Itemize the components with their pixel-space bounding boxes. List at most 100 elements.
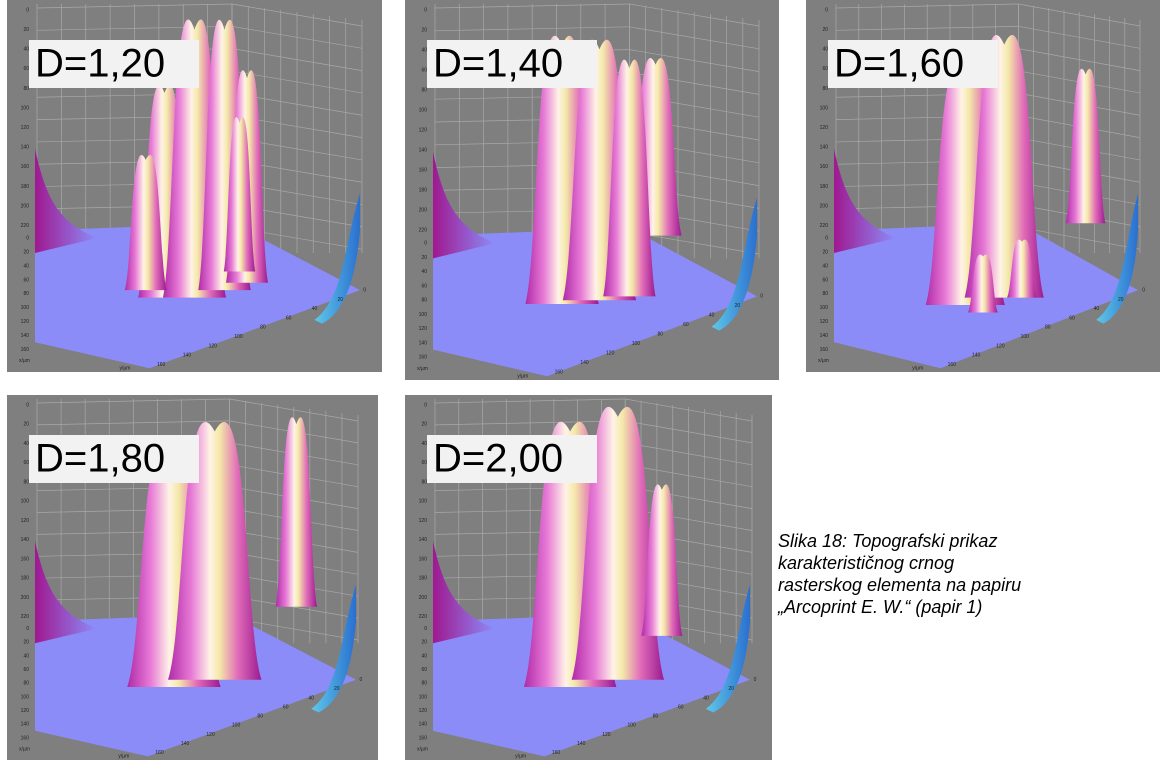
x-axis-label: x/µm: [818, 358, 829, 364]
z-tick-label: 180: [21, 184, 30, 190]
x-tick-label: 100: [419, 694, 428, 700]
x-axis-label: x/µm: [19, 358, 30, 364]
z-tick-label: 0: [26, 402, 29, 408]
y-tick-label: 80: [653, 714, 659, 720]
y-axis-label: y/µm: [517, 374, 528, 380]
y-tick-label: 120: [602, 732, 611, 738]
y-tick-label: 60: [678, 704, 684, 710]
z-tick-label: 20: [421, 27, 427, 33]
y-tick-label: 0: [754, 677, 757, 683]
x-tick-label: 40: [822, 263, 828, 269]
y-tick-label: 100: [632, 341, 641, 347]
y-tick-label: 120: [606, 351, 615, 357]
surface-plot: 0204060801001201401601802002200204060801…: [405, 0, 779, 380]
y-tick-label: 140: [972, 353, 981, 359]
z-tick-label: 200: [21, 595, 30, 601]
x-tick-label: 100: [820, 305, 829, 311]
caption-line: karakterističnog crnog: [778, 553, 955, 573]
y-tick-label: 0: [1142, 287, 1145, 293]
z-tick-label: 60: [822, 66, 828, 72]
surface-ridge: [311, 584, 356, 713]
z-tick-label: 180: [820, 184, 829, 190]
z-tick-label: 60: [421, 460, 427, 466]
z-tick-label: 0: [825, 7, 828, 13]
z-tick-label: 40: [421, 47, 427, 53]
x-tick-label: 60: [23, 667, 29, 673]
y-tick-label: 100: [627, 723, 636, 729]
z-tick-label: 220: [419, 228, 428, 234]
surface-peak: [603, 59, 656, 297]
z-tick-label: 20: [23, 422, 29, 428]
x-tick-label: 20: [23, 640, 29, 646]
z-tick-label: 60: [23, 460, 29, 466]
y-tick-label: 100: [234, 334, 243, 340]
z-tick-label: 60: [421, 67, 427, 73]
x-tick-label: 160: [419, 355, 428, 361]
y-axis-label: y/µm: [118, 754, 129, 760]
y-tick-label: 20: [334, 686, 340, 692]
surface-plot: 0204060801001201401601802002200204060801…: [405, 395, 772, 760]
z-tick-label: 80: [421, 479, 427, 485]
y-tick-label: 40: [308, 695, 314, 701]
x-tick-label: 0: [424, 241, 427, 247]
label-box: [427, 435, 597, 483]
z-tick-label: 100: [21, 499, 30, 505]
z-tick-label: 200: [820, 203, 829, 209]
surface-ridge: [705, 584, 750, 713]
y-tick-label: 20: [337, 297, 343, 303]
z-tick-label: 0: [26, 7, 29, 13]
y-tick-label: 80: [1045, 325, 1051, 331]
x-tick-label: 20: [421, 255, 427, 261]
x-tick-label: 0: [825, 235, 828, 241]
y-axis-label: y/µm: [912, 366, 923, 372]
y-tick-label: 140: [183, 353, 192, 359]
z-tick-label: 100: [21, 105, 30, 111]
x-tick-label: 0: [26, 235, 29, 241]
y-tick-label: 60: [283, 704, 289, 710]
y-tick-label: 140: [577, 741, 586, 747]
z-tick-label: 40: [822, 47, 828, 53]
y-tick-label: 0: [359, 677, 362, 683]
label-box: [29, 40, 199, 88]
x-tick-label: 120: [419, 708, 428, 714]
y-tick-label: 0: [363, 287, 366, 293]
x-tick-label: 100: [21, 305, 30, 311]
x-tick-label: 140: [21, 722, 30, 728]
x-tick-label: 60: [822, 277, 828, 283]
x-tick-label: 100: [21, 694, 30, 700]
surface-peak: [275, 417, 318, 607]
y-tick-label: 140: [181, 741, 190, 747]
surface-ridge: [433, 541, 495, 644]
z-tick-label: 80: [421, 87, 427, 93]
label-box: [427, 40, 597, 88]
x-tick-label: 60: [421, 667, 427, 673]
y-tick-label: 60: [286, 315, 292, 321]
panel-label: D=1,60: [834, 42, 964, 86]
y-tick-label: 60: [683, 322, 689, 328]
z-tick-label: 20: [23, 27, 29, 33]
x-tick-label: 140: [419, 340, 428, 346]
z-tick-label: 100: [419, 108, 428, 114]
panel-label: D=1,40: [433, 42, 563, 86]
y-tick-label: 0: [760, 294, 763, 300]
z-tick-label: 80: [23, 86, 29, 92]
x-tick-label: 60: [421, 283, 427, 289]
y-tick-label: 140: [580, 360, 589, 366]
z-tick-label: 160: [820, 164, 829, 170]
z-tick-label: 40: [23, 47, 29, 53]
z-tick-label: 120: [21, 125, 30, 131]
x-tick-label: 160: [419, 735, 428, 741]
z-tick-label: 120: [820, 125, 829, 131]
x-tick-label: 160: [21, 735, 30, 741]
x-tick-label: 0: [26, 626, 29, 632]
z-tick-label: 180: [419, 188, 428, 194]
x-axis-label: x/µm: [19, 746, 30, 752]
z-tick-label: 200: [419, 595, 428, 601]
x-tick-label: 140: [21, 333, 30, 339]
surface-peak: [641, 484, 683, 636]
x-tick-label: 0: [424, 626, 427, 632]
surface-plot: 0204060801001201401601802002200204060801…: [806, 0, 1160, 372]
x-tick-label: 140: [820, 333, 829, 339]
x-tick-label: 80: [23, 681, 29, 687]
x-axis-label: x/µm: [417, 366, 428, 372]
